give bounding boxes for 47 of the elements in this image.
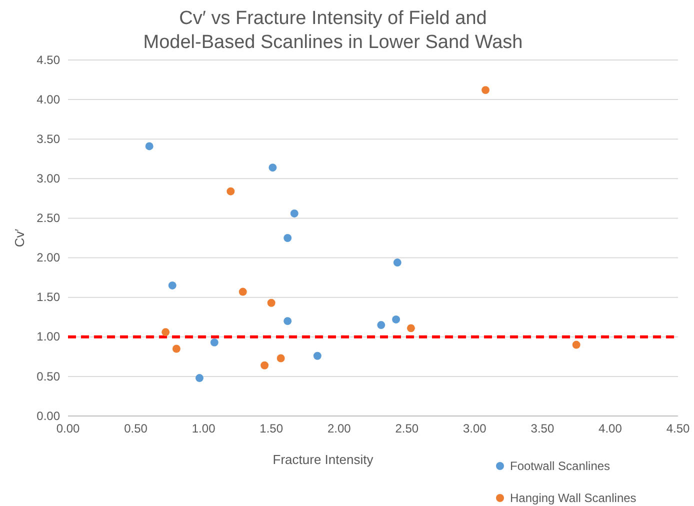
point [313,352,322,360]
point [377,321,386,330]
point [392,316,400,324]
x-tick-label: 0.00 [56,422,80,436]
point [393,258,402,267]
x-tick-label: 4.00 [598,422,622,436]
y-axis-title: Cv′ [12,228,27,248]
point [284,234,292,242]
point [406,324,415,332]
point [162,328,170,336]
point [196,374,204,382]
point [238,288,247,296]
y-tick-label: 2.50 [36,211,60,226]
point [482,86,490,94]
point [226,187,235,196]
x-tick-label: 2.00 [327,422,352,436]
y-tick-label: 4.50 [36,52,60,67]
y-tick-label: 0.50 [36,369,60,384]
x-tick-label: 3.50 [530,422,554,436]
legend-label: Footwall Scanlines [510,459,610,473]
point [210,338,218,346]
point [276,354,285,362]
point [572,340,580,349]
point [284,317,292,326]
x-tick-label: 2.50 [395,422,419,436]
y-tick-label: 2.00 [36,250,60,265]
point [172,344,180,353]
point [267,298,276,307]
point [268,164,277,172]
x-tick-label: 4.50 [666,422,690,436]
y-tick-label: 4.00 [36,92,60,106]
y-tick-label: 3.00 [36,172,60,186]
y-tick-label: 1.50 [36,290,60,304]
y-tick-label: 3.50 [36,132,60,146]
point [290,209,298,218]
point [168,281,176,290]
x-tick-label: 3.00 [462,422,487,436]
x-tick-label: 1.50 [260,422,284,436]
y-tick-label: 0.00 [36,408,60,423]
point [145,142,154,150]
x-tick-label: 0.50 [124,422,148,436]
legend-label: Hanging Wall Scanlines [510,491,636,505]
point [260,361,269,370]
y-tick-label: 1.00 [36,330,60,344]
chart-title: Cv′ vs Fracture Intensity of Field and Model-Based Scanlines in Lower Sand Wash [143,8,523,53]
x-axis-title: Fracture Intensity [272,452,374,467]
x-tick-label: 1.00 [192,422,216,436]
